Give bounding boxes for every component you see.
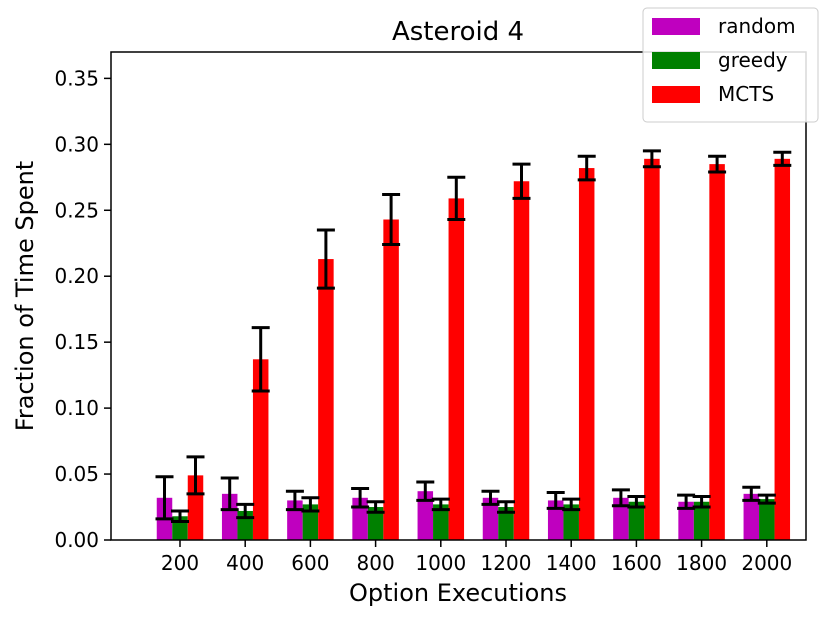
legend-label-greedy: greedy: [718, 48, 788, 72]
bar-mcts-800: [383, 219, 399, 540]
error-bar-random-400: [220, 476, 239, 512]
error-bar-greedy-400: [236, 502, 255, 520]
bar-greedy-600: [302, 504, 319, 540]
bar-greedy-1000: [433, 504, 449, 540]
bar-mcts-400: [252, 359, 269, 540]
bar-mcts-1400: [578, 168, 595, 540]
bar-random-400: [221, 493, 238, 540]
x-tick-label: 2000: [741, 551, 792, 575]
error-bar-random-800: [351, 487, 370, 509]
bars-layer: [156, 158, 791, 541]
bar-mcts-200: [187, 475, 204, 540]
bar-random-1000: [417, 491, 434, 540]
error-bar-random-1800: [677, 493, 696, 510]
x-axis-title: Option Executions: [349, 579, 567, 607]
bar-random-2000: [743, 493, 760, 540]
error-bar-mcts-1600: [642, 149, 661, 169]
error-bar-greedy-1200: [497, 500, 515, 514]
x-tick-label: 600: [291, 551, 329, 575]
error-bar-greedy-1800: [692, 494, 711, 509]
bar-greedy-1200: [498, 507, 514, 540]
x-axis: 200 400 600 800 1000 1200 1400 1600 1800 2000: [161, 540, 792, 575]
error-bar-random-600: [285, 489, 304, 512]
error-bar-random-1400: [546, 491, 565, 510]
error-bar-mcts-400: [251, 326, 270, 393]
error-bar-greedy-800: [366, 500, 385, 514]
error-bar-mcts-200: [186, 455, 205, 496]
error-bar-mcts-1200: [512, 162, 531, 200]
y-tick-label: 0.30: [54, 132, 99, 156]
bar-mcts-1200: [513, 181, 530, 540]
error-bar-greedy-1600: [627, 494, 646, 509]
bar-random-1200: [482, 497, 499, 540]
legend: random greedy MCTS: [642, 7, 819, 123]
error-bar-greedy-200: [171, 509, 189, 524]
error-bar-random-2000: [742, 485, 761, 502]
bar-greedy-1800: [693, 501, 710, 540]
error-bar-greedy-1000: [431, 497, 450, 512]
bar-mcts-1600: [644, 158, 660, 540]
y-axis-title: Fraction of Time Spent: [11, 161, 39, 431]
x-tick-label: 1400: [546, 551, 597, 575]
y-tick-label: 0.20: [54, 264, 99, 288]
plot-frame: [110, 51, 807, 541]
error-bar-random-200: [155, 475, 174, 521]
bar-mcts-600: [318, 259, 334, 540]
error-bar-random-1600: [611, 488, 630, 508]
bar-random-1400: [547, 500, 564, 540]
x-tick-label: 1600: [611, 551, 662, 575]
x-tick-label: 1200: [481, 551, 532, 575]
legend-swatch-mcts: [652, 86, 700, 103]
chart-title: Asteroid 4: [392, 17, 524, 47]
error-bar-mcts-800: [382, 192, 401, 247]
error-bar-mcts-1400: [577, 154, 596, 182]
x-tick-label: 1800: [676, 551, 727, 575]
bar-greedy-2000: [759, 499, 775, 540]
error-bar-mcts-1800: [708, 154, 727, 174]
legend-label-mcts: MCTS: [718, 82, 774, 106]
x-tick-label: 800: [357, 551, 395, 575]
error-bar-mcts-600: [316, 228, 335, 290]
legend-label-random: random: [718, 14, 796, 38]
error-bar-greedy-2000: [757, 493, 776, 505]
y-tick-label: 0.25: [54, 198, 99, 222]
bar-greedy-1600: [628, 501, 645, 540]
bar-greedy-800: [367, 507, 384, 540]
error-bar-random-1200: [481, 489, 500, 506]
bar-mcts-2000: [774, 158, 791, 540]
bar-random-1600: [613, 497, 629, 540]
error-bar-greedy-600: [301, 496, 320, 513]
error-bar-mcts-1000: [447, 175, 466, 222]
y-tick-label: 0.00: [54, 528, 99, 552]
bar-greedy-1400: [563, 504, 579, 540]
legend-swatch-random: [652, 18, 700, 35]
bar-mcts-1000: [448, 198, 465, 540]
y-tick-label: 0.10: [54, 396, 99, 420]
y-axis: 0.00 0.05 0.10 0.15 0.20 0.25 0.30 0.35: [54, 66, 111, 552]
error-bars-layer: [155, 149, 792, 524]
x-tick-label: 1000: [415, 551, 466, 575]
x-tick-label: 200: [161, 551, 199, 575]
y-tick-label: 0.05: [54, 462, 99, 486]
y-tick-label: 0.35: [54, 66, 99, 90]
y-tick-label: 0.15: [54, 330, 99, 354]
bar-mcts-1800: [709, 164, 725, 541]
error-bar-greedy-1400: [562, 497, 581, 512]
error-bar-mcts-2000: [773, 150, 792, 167]
legend-swatch-greedy: [652, 52, 700, 69]
x-tick-label: 400: [226, 551, 264, 575]
bar-random-1800: [678, 501, 694, 540]
error-bar-random-1000: [416, 480, 435, 502]
